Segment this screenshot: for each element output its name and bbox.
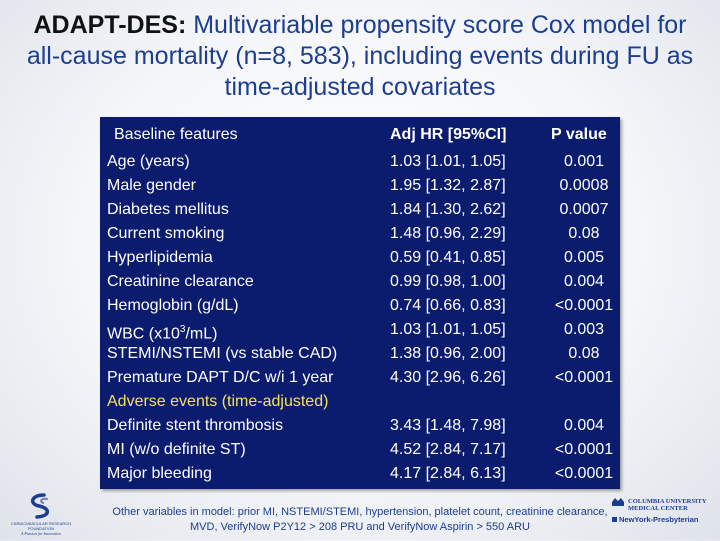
hr-cell: 0.74 [0.66, 0.83] (390, 297, 506, 314)
p-value-cell: 0.0007 (559, 201, 609, 218)
feature-cell: Major bleeding (107, 465, 212, 482)
p-value-spacer (545, 390, 623, 414)
feature-cell: MI (w/o definite ST) (107, 441, 246, 458)
crf-logo: CARDIOVASCULAR RESEARCH FOUNDATION A Pas… (6, 492, 76, 536)
header-p-value: P value (551, 126, 607, 143)
header-baseline-features: Baseline features (114, 126, 238, 143)
hr-cell: 0.99 [0.98, 1.00] (390, 273, 506, 290)
feature-cell: Creatinine clearance (107, 273, 254, 290)
results-table-panel (100, 117, 620, 489)
footnote: Other variables in model: prior MI, NSTE… (112, 506, 608, 533)
hr-cell: 3.43 [1.48, 7.98] (390, 417, 506, 434)
feature-cell: Hyperlipidemia (107, 249, 213, 266)
crf-logo-tagline: A Passion for Innovation (20, 531, 61, 536)
feature-cell: Definite stent thrombosis (107, 417, 284, 434)
crf-logo-line2: FOUNDATION (28, 526, 54, 531)
hr-cell: 0.59 [0.41, 0.85] (390, 249, 506, 266)
columbia-crown-icon: COLUMBIA UNIVERSITY MEDICAL CENTER NewYo… (612, 498, 707, 524)
p-value-cell: 0.08 (568, 345, 600, 362)
p-value-cell: 0.0008 (559, 177, 609, 194)
adverse-events-heading: Adverse events (time-adjusted) (107, 393, 329, 410)
columbia-line2: MEDICAL CENTER (628, 505, 688, 512)
header-adj-hr: Adj HR [95%CI] (390, 126, 507, 143)
hr-cell: 1.48 [0.96, 2.29] (390, 225, 506, 242)
p-value-cell: 0.003 (563, 321, 605, 338)
p-value-cell: 0.001 (563, 153, 605, 170)
columbia-line1: COLUMBIA UNIVERSITY (628, 498, 707, 505)
wbc-label-pre: WBC (x10 (107, 325, 180, 343)
p-value-cell: 0.004 (563, 417, 605, 434)
feature-cell: Age (years) (107, 153, 190, 170)
wbc-label-exponent: 3 (179, 324, 186, 335)
feature-cell: Hemoglobin (g/dL) (107, 297, 239, 314)
crf-logo-line1: CARDIOVASCULAR RESEARCH (11, 521, 71, 526)
p-value-cell: <0.0001 (554, 441, 614, 458)
hr-cell: 4.52 [2.84, 7.17] (390, 441, 506, 458)
slide-title: ADAPT-DES: Multivariable propensity scor… (20, 10, 700, 103)
p-value-cell: <0.0001 (554, 297, 614, 314)
p-value-cell: 0.004 (563, 273, 605, 290)
feature-cell: Premature DAPT D/C w/i 1 year (107, 369, 334, 386)
nyp-square-icon (612, 517, 617, 522)
crf-swirl-icon: CARDIOVASCULAR RESEARCH FOUNDATION A Pas… (11, 493, 71, 536)
hr-cell: 1.38 [0.96, 2.00] (390, 345, 506, 362)
hr-cell: 1.84 [1.30, 2.62] (390, 201, 506, 218)
p-value-column: 0.001 0.0008 0.0007 0.08 0.005 0.004 <0.… (545, 150, 623, 486)
p-value-cell: <0.0001 (554, 369, 614, 386)
hr-cell: 1.03 [1.01, 1.05] (390, 321, 506, 338)
hr-cell: 4.17 [2.84, 6.13] (390, 465, 506, 482)
feature-cell: Diabetes mellitus (107, 201, 229, 218)
p-value-cell: <0.0001 (554, 465, 614, 482)
wbc-label-post: /mL) (185, 325, 218, 343)
title-study-name: ADAPT-DES: (33, 11, 187, 39)
hr-column: 1.03 [1.01, 1.05] 1.95 [1.32, 2.87] 1.84… (390, 150, 506, 486)
hr-spacer (390, 390, 506, 414)
hr-cell: 1.03 [1.01, 1.05] (390, 153, 506, 170)
hr-cell: 4.30 [2.96, 6.26] (390, 369, 506, 386)
feature-cell: Current smoking (107, 225, 225, 242)
feature-column: Age (years) Male gender Diabetes mellitu… (107, 150, 337, 486)
title-description: Multivariable propensity score Cox model… (26, 11, 694, 101)
nyp-line: NewYork-Presbyterian (619, 515, 699, 524)
p-value-cell: 0.08 (568, 225, 600, 242)
columbia-nyp-logo: COLUMBIA UNIVERSITY MEDICAL CENTER NewYo… (610, 496, 720, 536)
hr-cell: 1.95 [1.32, 2.87] (390, 177, 506, 194)
feature-cell: STEMI/NSTEMI (vs stable CAD) (107, 345, 338, 362)
feature-cell: Male gender (107, 177, 196, 194)
p-value-cell: 0.005 (563, 249, 605, 266)
feature-cell: WBC (x103/mL) (107, 318, 337, 342)
